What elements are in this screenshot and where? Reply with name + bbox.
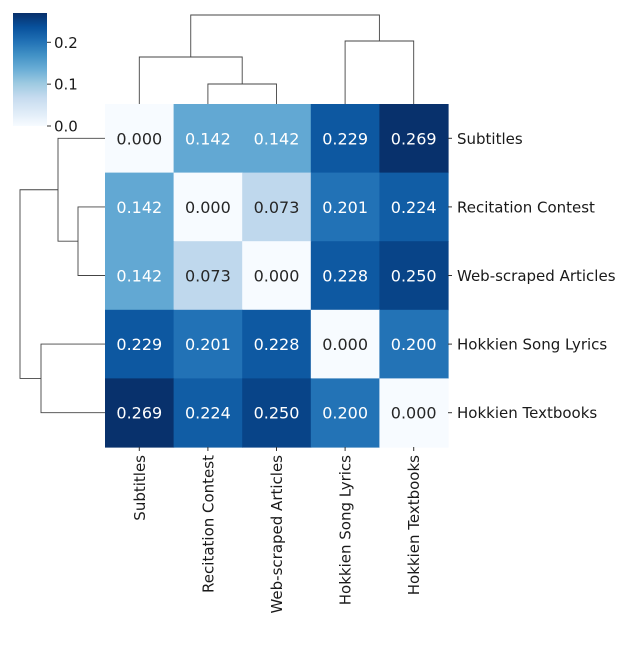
row-tick-labels: Subtitles Recitation Contest Web-scraped A…	[448, 130, 616, 422]
dendrogram-link	[190, 14, 380, 57]
row-tick-label: Recitation Contest	[457, 198, 595, 216]
column-tick-label: Hokkien Textbooks	[405, 455, 423, 595]
cell-value-label: 0.000	[391, 404, 437, 423]
cell-value-label: 0.000	[185, 198, 231, 217]
cell-value-label: 0.201	[185, 335, 231, 354]
heatmap-cell	[105, 241, 175, 311]
cell-value-label: 0.201	[322, 198, 368, 217]
heatmap-cell	[105, 309, 175, 379]
dendrogram-link	[57, 137, 105, 242]
heatmap-cell	[105, 378, 175, 448]
heatmap-cell	[310, 378, 380, 448]
cell-value-label: 0.142	[116, 267, 162, 286]
dendrogram-link	[40, 343, 105, 414]
heatmap-cell	[173, 241, 243, 311]
colorbar-tick-label: 0.2	[54, 34, 78, 52]
colorbar-tick-label: 0.1	[54, 76, 78, 94]
colorbar: 0.0 0.1 0.2	[13, 13, 78, 136]
column-tick-label: Web-scraped Articles	[268, 455, 286, 614]
cell-value-label: 0.073	[254, 198, 300, 217]
row-tick-label: Hokkien Song Lyrics	[457, 336, 607, 354]
row-tick-label: Hokkien Textbooks	[457, 404, 597, 422]
cell-value-label: 0.229	[116, 335, 162, 354]
colorbar-tick-label: 0.0	[54, 118, 78, 136]
row-tick-label: Web-scraped Articles	[457, 267, 616, 285]
heatmap-cell	[173, 309, 243, 379]
row-tick-label: Subtitles	[457, 130, 523, 148]
heatmap-cell	[310, 104, 380, 174]
cell-value-label: 0.228	[254, 335, 300, 354]
heatmap-cell	[379, 172, 449, 242]
heatmap-cell	[379, 309, 449, 379]
heatmap-cell	[242, 378, 312, 448]
cell-value-label: 0.269	[391, 129, 437, 148]
cell-value-label: 0.142	[254, 129, 300, 148]
dendrogram-link	[344, 40, 415, 104]
heatmap-cell	[379, 104, 449, 174]
cell-value-label: 0.250	[391, 267, 437, 286]
column-tick-labels: Subtitles Recitation Contest Web-scraped A…	[131, 447, 423, 614]
heatmap-cell	[242, 172, 312, 242]
cell-value-label: 0.224	[185, 404, 231, 423]
heatmap-cell	[310, 241, 380, 311]
colorbar-gradient	[13, 13, 47, 126]
cell-value-label: 0.224	[391, 198, 437, 217]
cell-value-label: 0.269	[116, 404, 162, 423]
heatmap-cell	[105, 172, 175, 242]
column-tick-label: Recitation Contest	[199, 455, 217, 593]
cell-value-label: 0.142	[185, 129, 231, 148]
column-tick-label: Hokkien Song Lyrics	[337, 455, 355, 605]
heatmap-cell	[105, 104, 175, 174]
cell-value-label: 0.200	[322, 404, 368, 423]
cell-value-label: 0.000	[116, 129, 162, 148]
cell-value-label: 0.073	[185, 267, 231, 286]
heatmap-cell	[379, 241, 449, 311]
cell-value-label: 0.000	[322, 335, 368, 354]
dendrogram-link	[77, 206, 105, 276]
heatmap-cell	[310, 309, 380, 379]
heatmap-cell	[242, 104, 312, 174]
dendrogram-link	[207, 83, 277, 104]
dendrogram-link	[19, 189, 58, 379]
cell-value-label: 0.250	[254, 404, 300, 423]
heatmap-cell	[173, 104, 243, 174]
heatmap-cell	[173, 378, 243, 448]
heatmap-cell	[242, 241, 312, 311]
heatmap-cell	[173, 172, 243, 242]
heatmap-cell	[379, 378, 449, 448]
cell-value-label: 0.142	[116, 198, 162, 217]
top-dendrogram	[138, 14, 415, 104]
heatmap-cell	[310, 172, 380, 242]
cell-value-label: 0.000	[254, 267, 300, 286]
cell-value-label: 0.229	[322, 129, 368, 148]
cell-value-label: 0.228	[322, 267, 368, 286]
heatmap-cells	[105, 104, 449, 448]
left-dendrogram	[19, 137, 105, 414]
column-tick-label: Subtitles	[131, 455, 149, 521]
heatmap-cell	[242, 309, 312, 379]
heatmap-cell-labels: 0.000 0.142 0.142 0.229 0.269 0.142 0.000 0.073…	[116, 129, 436, 422]
dendrogram-link	[138, 56, 243, 104]
cell-value-label: 0.200	[391, 335, 437, 354]
